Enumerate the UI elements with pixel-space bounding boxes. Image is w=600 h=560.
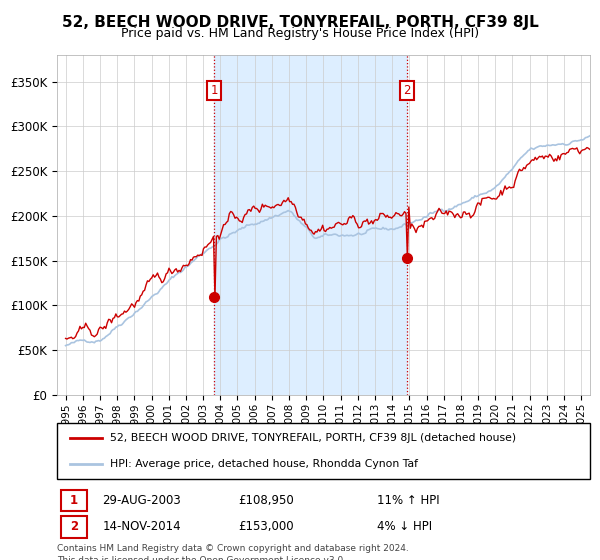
Bar [214, 55, 407, 395]
FancyBboxPatch shape [61, 490, 87, 511]
Text: Price paid vs. HM Land Registry's House Price Index (HPI): Price paid vs. HM Land Registry's House … [121, 27, 479, 40]
Text: £153,000: £153,000 [238, 520, 294, 534]
Text: 2: 2 [403, 84, 411, 97]
Text: HPI: Average price, detached house, Rhondda Cynon Taf: HPI: Average price, detached house, Rhon… [110, 459, 418, 469]
Text: 1: 1 [70, 494, 78, 507]
Text: 2: 2 [70, 520, 78, 534]
Text: 29-AUG-2003: 29-AUG-2003 [102, 494, 181, 507]
Text: 1: 1 [211, 84, 218, 97]
FancyBboxPatch shape [57, 423, 590, 479]
Text: 52, BEECH WOOD DRIVE, TONYREFAIL, PORTH, CF39 8JL (detached house): 52, BEECH WOOD DRIVE, TONYREFAIL, PORTH,… [110, 433, 517, 443]
FancyBboxPatch shape [61, 516, 87, 538]
Text: £108,950: £108,950 [238, 494, 294, 507]
Text: 14-NOV-2014: 14-NOV-2014 [102, 520, 181, 534]
Text: 52, BEECH WOOD DRIVE, TONYREFAIL, PORTH, CF39 8JL: 52, BEECH WOOD DRIVE, TONYREFAIL, PORTH,… [62, 15, 538, 30]
Text: 11% ↑ HPI: 11% ↑ HPI [377, 494, 439, 507]
Text: Contains HM Land Registry data © Crown copyright and database right 2024.
This d: Contains HM Land Registry data © Crown c… [57, 544, 409, 560]
Text: 4% ↓ HPI: 4% ↓ HPI [377, 520, 432, 534]
